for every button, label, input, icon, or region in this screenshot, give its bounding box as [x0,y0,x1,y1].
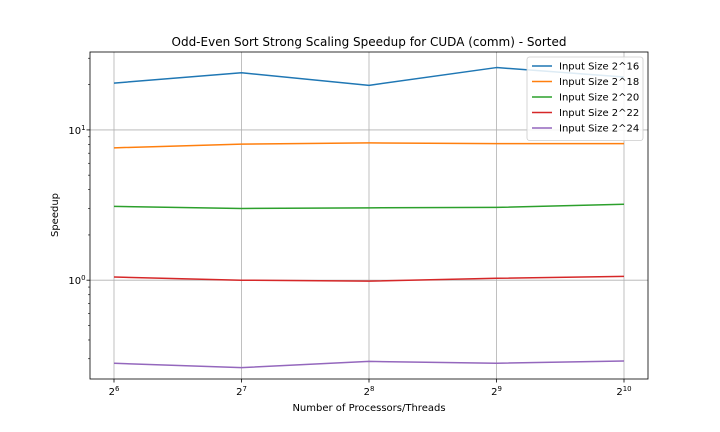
series-line-3 [113,203,625,210]
x-axis-label: Number of Processors/Threads [292,403,445,414]
legend-box [526,56,644,141]
x-tick-label: 26 [109,385,120,398]
legend-entry: Input Size 2^20 [559,93,639,104]
chart-title: Odd-Even Sort Strong Scaling Speedup for… [172,35,567,49]
legend-entry: Input Size 2^24 [559,124,639,135]
series-line-2 [113,142,624,149]
x-tick-label: 28 [364,385,375,398]
axis-ticks: 26 27 28 29 210 100 101 [68,57,632,398]
legend: Input Size 2^16 Input Size 2^18 Input Size… [526,56,644,141]
x-tick-label: 27 [236,385,247,398]
series-line-4 [113,275,625,282]
y-tick-label: 100 [68,274,85,287]
x-tick-label: 29 [491,385,502,398]
y-axis-label: Speedup [50,193,61,237]
legend-entry: Input Size 2^18 [559,77,639,88]
x-tick-label: 210 [616,385,631,398]
y-tick-label: 101 [68,124,85,137]
legend-entry: Input Size 2^22 [559,108,639,119]
legend-entry: Input Size 2^16 [559,62,639,73]
series-line-5 [113,360,625,369]
